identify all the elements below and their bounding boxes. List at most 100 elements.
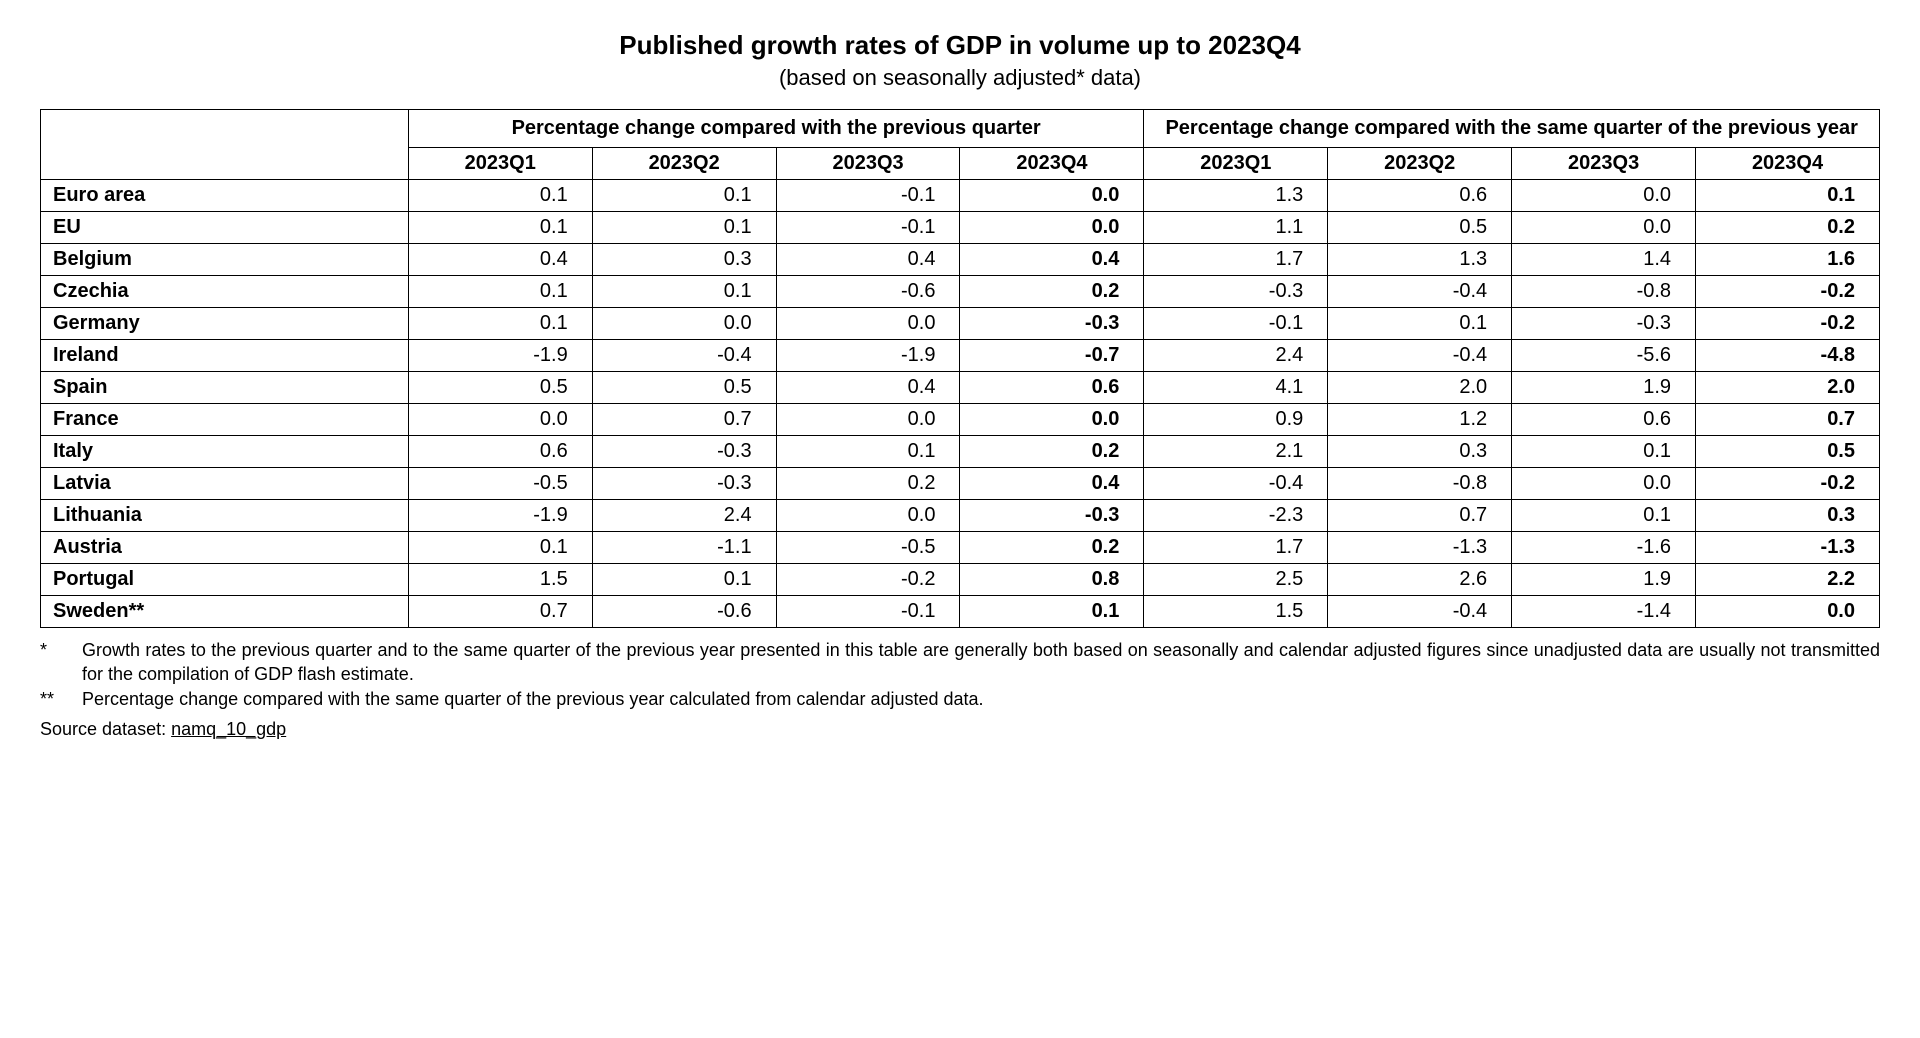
cell-value: 0.8 (960, 564, 1144, 596)
cell-value: 1.5 (1144, 596, 1328, 628)
footnote-2: ** Percentage change compared with the s… (40, 687, 1880, 711)
cell-value: 0.5 (1696, 436, 1880, 468)
table-row: Lithuania-1.92.40.0-0.3-2.30.70.10.3 (41, 500, 1880, 532)
cell-value: 0.2 (1696, 212, 1880, 244)
row-label: Italy (41, 436, 409, 468)
cell-value: 0.1 (1696, 180, 1880, 212)
footnote-1: * Growth rates to the previous quarter a… (40, 638, 1880, 687)
footnote-1-mark: * (40, 638, 64, 687)
cell-value: 1.1 (1144, 212, 1328, 244)
cell-value: 1.6 (1696, 244, 1880, 276)
row-label: Ireland (41, 340, 409, 372)
cell-value: -0.3 (1512, 308, 1696, 340)
cell-value: 0.4 (960, 468, 1144, 500)
cell-value: -0.1 (776, 180, 960, 212)
cell-value: -1.3 (1696, 532, 1880, 564)
source-label: Source dataset: (40, 719, 171, 739)
group-header-yoy: Percentage change compared with the same… (1144, 110, 1880, 148)
cell-value: -0.4 (1144, 468, 1328, 500)
table-row: Italy0.6-0.30.10.22.10.30.10.5 (41, 436, 1880, 468)
cell-value: -0.7 (960, 340, 1144, 372)
gdp-table: Percentage change compared with the prev… (40, 109, 1880, 628)
row-label: Sweden** (41, 596, 409, 628)
table-corner-empty (41, 110, 409, 180)
cell-value: -0.4 (592, 340, 776, 372)
footnote-1-text: Growth rates to the previous quarter and… (82, 638, 1880, 687)
cell-value: 0.4 (776, 372, 960, 404)
cell-value: 0.1 (408, 308, 592, 340)
cell-value: -0.1 (1144, 308, 1328, 340)
cell-value: 0.1 (592, 276, 776, 308)
cell-value: 0.7 (408, 596, 592, 628)
cell-value: 0.1 (408, 212, 592, 244)
cell-value: 0.7 (592, 404, 776, 436)
cell-value: 2.1 (1144, 436, 1328, 468)
cell-value: -5.6 (1512, 340, 1696, 372)
cell-value: -1.9 (408, 500, 592, 532)
cell-value: -0.8 (1512, 276, 1696, 308)
source-dataset-link[interactable]: namq_10_gdp (171, 719, 286, 739)
table-row: Austria0.1-1.1-0.50.21.7-1.3-1.6-1.3 (41, 532, 1880, 564)
cell-value: 0.0 (960, 404, 1144, 436)
cell-value: 0.6 (1512, 404, 1696, 436)
source-line: Source dataset: namq_10_gdp (40, 719, 1880, 740)
group-header-qoq: Percentage change compared with the prev… (408, 110, 1144, 148)
cell-value: -0.3 (1144, 276, 1328, 308)
cell-value: -1.3 (1328, 532, 1512, 564)
table-row: France0.00.70.00.00.91.20.60.7 (41, 404, 1880, 436)
cell-value: 0.4 (776, 244, 960, 276)
cell-value: -0.3 (592, 436, 776, 468)
table-row: Ireland-1.9-0.4-1.9-0.72.4-0.4-5.6-4.8 (41, 340, 1880, 372)
cell-value: 0.4 (960, 244, 1144, 276)
cell-value: 2.0 (1696, 372, 1880, 404)
cell-value: -0.2 (1696, 276, 1880, 308)
cell-value: 0.0 (960, 180, 1144, 212)
cell-value: 0.0 (408, 404, 592, 436)
cell-value: 0.2 (960, 532, 1144, 564)
cell-value: 0.1 (592, 180, 776, 212)
cell-value: -0.3 (592, 468, 776, 500)
cell-value: -1.9 (408, 340, 592, 372)
cell-value: 0.1 (960, 596, 1144, 628)
row-label: France (41, 404, 409, 436)
footnote-2-text: Percentage change compared with the same… (82, 687, 984, 711)
cell-value: -0.4 (1328, 340, 1512, 372)
table-row: EU0.10.1-0.10.01.10.50.00.2 (41, 212, 1880, 244)
cell-value: 2.4 (1144, 340, 1328, 372)
cell-value: -0.3 (960, 500, 1144, 532)
cell-value: 4.1 (1144, 372, 1328, 404)
column-header: 2023Q4 (960, 148, 1144, 180)
cell-value: 0.0 (592, 308, 776, 340)
cell-value: -0.2 (1696, 308, 1880, 340)
cell-value: -0.4 (1328, 276, 1512, 308)
cell-value: 0.1 (408, 276, 592, 308)
cell-value: -0.3 (960, 308, 1144, 340)
cell-value: 0.6 (1328, 180, 1512, 212)
column-header: 2023Q1 (408, 148, 592, 180)
column-header: 2023Q4 (1696, 148, 1880, 180)
cell-value: -1.1 (592, 532, 776, 564)
cell-value: 0.3 (1328, 436, 1512, 468)
cell-value: -0.1 (776, 212, 960, 244)
column-header: 2023Q3 (1512, 148, 1696, 180)
row-label: Euro area (41, 180, 409, 212)
table-row: Spain0.50.50.40.64.12.01.92.0 (41, 372, 1880, 404)
table-row: Germany0.10.00.0-0.3-0.10.1-0.3-0.2 (41, 308, 1880, 340)
cell-value: 1.3 (1328, 244, 1512, 276)
table-row: Latvia-0.5-0.30.20.4-0.4-0.80.0-0.2 (41, 468, 1880, 500)
cell-value: 1.5 (408, 564, 592, 596)
table-row: Euro area0.10.1-0.10.01.30.60.00.1 (41, 180, 1880, 212)
page-title: Published growth rates of GDP in volume … (40, 30, 1880, 61)
row-label: Lithuania (41, 500, 409, 532)
cell-value: 0.1 (592, 564, 776, 596)
page-subtitle: (based on seasonally adjusted* data) (40, 65, 1880, 91)
cell-value: 1.4 (1512, 244, 1696, 276)
cell-value: 0.5 (408, 372, 592, 404)
row-label: EU (41, 212, 409, 244)
cell-value: 0.6 (960, 372, 1144, 404)
cell-value: 0.4 (408, 244, 592, 276)
table-row: Belgium0.40.30.40.41.71.31.41.6 (41, 244, 1880, 276)
cell-value: 0.5 (592, 372, 776, 404)
cell-value: -0.5 (408, 468, 592, 500)
row-label: Spain (41, 372, 409, 404)
